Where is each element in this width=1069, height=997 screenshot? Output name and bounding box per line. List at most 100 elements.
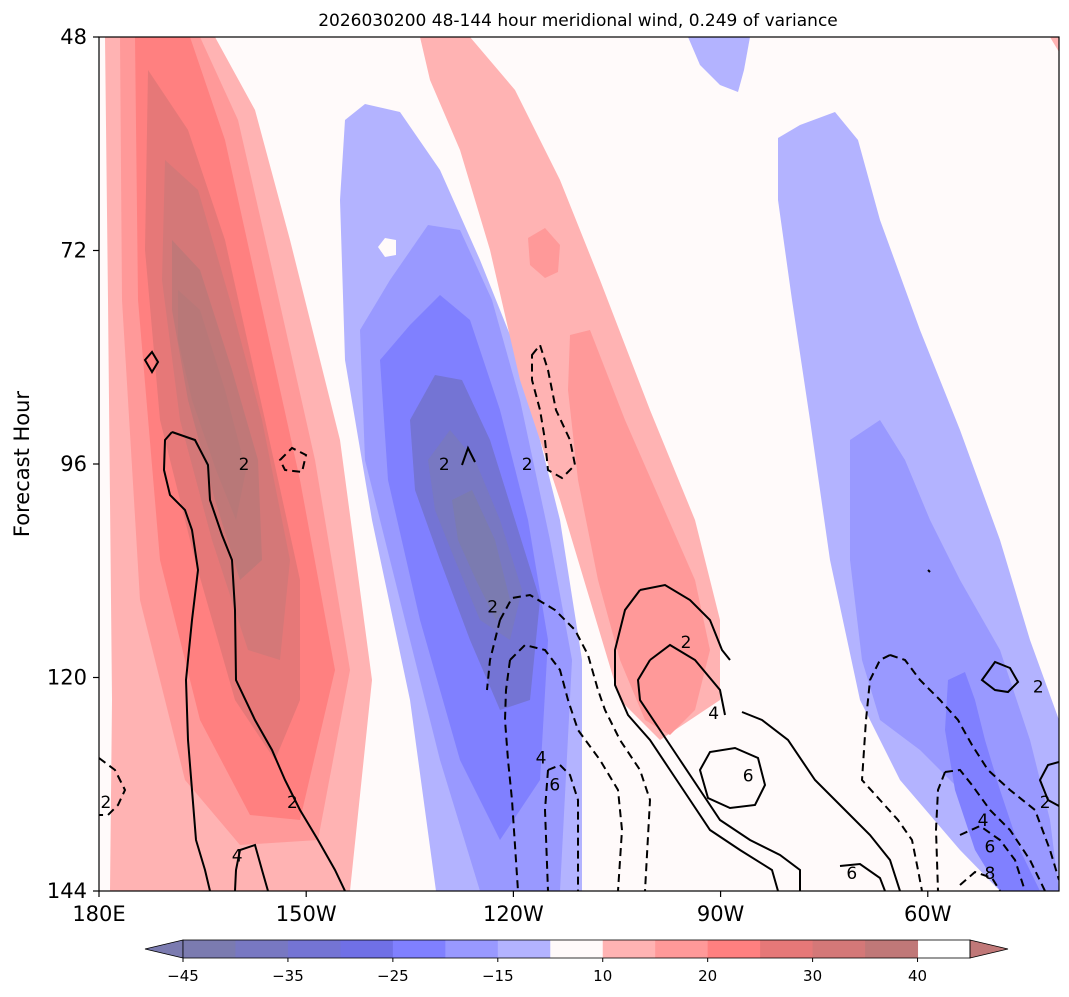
contour-fill-pos-b-top (1050, 37, 1059, 52)
contour-line-dashed-east4 (934, 771, 946, 891)
contour-line-solid-east2 (1038, 761, 1059, 807)
contour-line-dashed-east5 (959, 824, 1026, 891)
contour-line-dashed-c2 (486, 619, 501, 691)
contour-line-solid-mid2 (614, 589, 779, 891)
contour-label: 4 (232, 846, 243, 866)
contour-line-solid-2b (461, 445, 476, 466)
colorbar-segment (760, 940, 814, 958)
colorbar-tick-label: −25 (377, 967, 409, 985)
contour-line-dashed-c4 (503, 659, 519, 891)
contour-line-dashed-c1 (499, 593, 652, 891)
chart-title: 2026030200 48-144 hour meridional wind, … (318, 11, 838, 31)
contour-label: 2 (287, 793, 298, 813)
colorbar-segment (497, 940, 551, 958)
contour-fill-neg-b-15-top (688, 37, 750, 92)
x-tick-label: 150W (276, 902, 337, 926)
x-tick-label: 180E (72, 902, 125, 926)
y-tick-label: 120 (47, 666, 87, 690)
contour-line-dashed-c3 (509, 643, 624, 891)
x-tick-label: 90W (697, 902, 745, 926)
contour-fill-pos-b-15b (528, 228, 560, 278)
contour-line-dashed-c5 (547, 763, 579, 891)
colorbar-tick-label: −35 (272, 967, 304, 985)
contour-fill-neg-b-20 (850, 420, 1059, 891)
colorbar-segment (655, 940, 709, 958)
colorbar-segment (340, 940, 394, 958)
contour-fill-neg-b-25 (945, 672, 1040, 891)
colorbar-segment (602, 940, 656, 958)
contour-label: 4 (536, 749, 547, 769)
contour-line-solid-west2 (162, 431, 211, 891)
colorbar-segment (550, 940, 604, 958)
colorbar-tick-label: 40 (908, 967, 927, 985)
contour-line-dashed-small (278, 446, 308, 474)
colorbar-segment (812, 940, 866, 958)
contour-fill-hole-a (378, 238, 396, 257)
x-axis: 180E 150W 120W 90W 60W (72, 891, 952, 926)
colorbar-segment (183, 940, 236, 958)
contour-label: 2 (239, 455, 250, 475)
contour-label: 6 (846, 864, 857, 884)
contour-label: 2 (439, 455, 450, 475)
contour-line-solid-mid3 (649, 643, 726, 716)
contour-line-solid-mid4 (636, 659, 801, 891)
contour-label: 2 (1040, 793, 1051, 813)
line-contours-dashed (99, 342, 1059, 891)
contour-line-dashed-east (860, 654, 923, 891)
contour-fill-neg-a-40 (452, 490, 510, 620)
contour-label: 2 (100, 793, 111, 813)
contour-label: 8 (985, 864, 996, 884)
y-tick-label: 48 (60, 25, 87, 49)
colorbar-extend-max (969, 939, 1009, 959)
y-tick-label: 96 (60, 452, 87, 476)
contour-line-solid-circle6 (698, 746, 767, 810)
colorbar-tick-label: −45 (167, 967, 199, 985)
colorbar-segment (392, 940, 446, 958)
contour-line-dot (927, 569, 931, 573)
contour-line-solid-small (143, 350, 160, 374)
contour-line-solid-east (980, 660, 1020, 694)
x-tick-label: 120W (483, 902, 544, 926)
colorbar-segment (707, 940, 761, 958)
colorbar: −45 −35 −25 −15 10 20 30 40 (144, 939, 1009, 985)
y-tick-label: 144 (47, 879, 87, 903)
y-axis-label: Forecast Hour (10, 391, 34, 537)
colorbar-extend-min (144, 939, 184, 959)
colorbar-segment (235, 940, 289, 958)
colorbar-tick-label: −15 (482, 967, 514, 985)
contour-label: 6 (549, 775, 560, 795)
contour-line-solid-west3 (234, 843, 269, 891)
contour-line-solid-mid5 (741, 711, 901, 891)
contour-line-dashed-c6 (543, 769, 549, 891)
contour-label: 2 (522, 455, 533, 475)
contour-line-dashed-east3 (944, 768, 1046, 891)
contour-fill-pos-a-40 (178, 290, 246, 520)
contour-line-dashed-west (99, 757, 127, 816)
colorbar-tick-label: 30 (803, 967, 822, 985)
y-axis: 48 72 96 120 144 (47, 25, 99, 903)
contour-line-solid-west (171, 431, 346, 891)
contour-label: 2 (487, 597, 498, 617)
colorbar-segment (865, 940, 919, 958)
colorbar-frame (182, 939, 971, 959)
colorbar-tick-label: 20 (698, 967, 717, 985)
x-tick-label: 60W (904, 902, 952, 926)
contour-fill-pos-b-15 (568, 330, 710, 735)
contour-label: 2 (1033, 677, 1044, 697)
contour-line-solid-mid (639, 583, 731, 661)
y-tick-label: 72 (60, 239, 87, 263)
colorbar-tick-label: 10 (593, 967, 612, 985)
contour-line-dashed-east2 (889, 654, 1059, 881)
colorbar-segment (287, 940, 341, 958)
contour-label: 2 (681, 633, 692, 653)
contour-label: 6 (743, 766, 754, 786)
line-contours (143, 350, 1059, 891)
contour-label: 4 (978, 811, 989, 831)
contour-label: 6 (985, 838, 996, 858)
contour-line-dashed-east6 (959, 870, 1001, 891)
contour-line-solid-mid6 (839, 862, 886, 891)
contour-label: 4 (708, 704, 719, 724)
colorbar-segment (445, 940, 499, 958)
